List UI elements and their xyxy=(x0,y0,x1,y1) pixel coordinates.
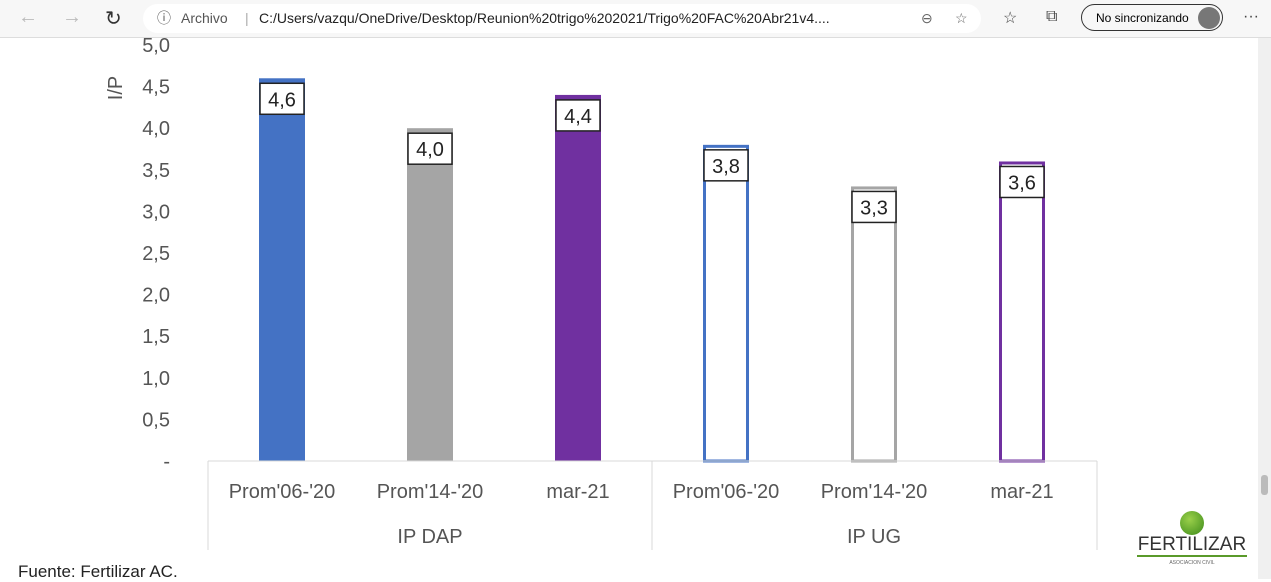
data-label-box xyxy=(999,165,1045,199)
forward-icon[interactable]: → xyxy=(62,6,82,28)
url-text: C:/Users/vazqu/OneDrive/Desktop/Reunion%… xyxy=(259,10,830,26)
data-label: 3,8 xyxy=(712,156,740,178)
divider: | xyxy=(245,10,249,26)
info-icon: ⓘ xyxy=(157,10,171,26)
category-label: mar-21 xyxy=(546,481,609,503)
bar xyxy=(851,186,897,463)
more-icon[interactable]: ··· xyxy=(1243,8,1259,25)
bar xyxy=(259,78,305,461)
fertilizar-logo: FERTILIZAR ASOCIACION CIVIL xyxy=(1137,511,1247,566)
y-tick-label: 2,5 xyxy=(142,243,170,265)
data-label: 4,0 xyxy=(416,139,444,161)
data-label: 4,6 xyxy=(268,89,296,111)
y-axis-label: I/P xyxy=(105,76,127,100)
data-label-box xyxy=(555,99,601,132)
category-label: Prom'06-'20 xyxy=(673,481,780,503)
y-tick-label: 4,5 xyxy=(142,77,170,99)
group-label: IP DAP xyxy=(397,526,462,548)
y-tick-label: 0,5 xyxy=(142,409,170,431)
y-tick-label: 1,5 xyxy=(142,326,170,348)
y-tick-label: 5,0 xyxy=(142,38,170,57)
data-label-box xyxy=(259,82,305,116)
back-icon[interactable]: ← xyxy=(18,6,38,28)
data-label: 3,3 xyxy=(860,197,888,219)
data-label-box xyxy=(851,190,897,224)
logo-text: FERTILIZAR xyxy=(1137,534,1247,557)
avatar xyxy=(1198,7,1220,29)
logo-ball-icon xyxy=(1180,511,1204,535)
data-label-box xyxy=(407,132,453,165)
y-tick-label: 3,5 xyxy=(142,160,170,182)
favorite-add-icon[interactable]: ☆ xyxy=(955,10,968,26)
chart: - 0,5 1,0 1,5 2,0 2,5 3,0 3,5 4,0 4,5 5,0 I/P 4,6 Pro… xyxy=(105,38,1098,550)
y-tick-label: 2,0 xyxy=(142,285,170,307)
scrollbar-thumb[interactable] xyxy=(1261,475,1268,495)
y-tick-label: 4,0 xyxy=(142,118,170,140)
scrollbar[interactable] xyxy=(1258,38,1271,579)
sync-label: No sincronizando xyxy=(1096,11,1189,25)
group-label: IP UG xyxy=(847,526,901,548)
logo-subtext: ASOCIACION CIVIL xyxy=(1169,560,1215,566)
refresh-icon[interactable]: ↻ xyxy=(105,8,122,30)
category-label: mar-21 xyxy=(990,481,1053,503)
category-label: Prom'14-'20 xyxy=(821,481,928,503)
collections-icon[interactable]: ⧉ xyxy=(1046,8,1058,25)
bar xyxy=(703,144,749,463)
y-tick-label: - xyxy=(163,451,170,473)
bar xyxy=(407,128,453,461)
browser-toolbar: ← → ↻ ⓘ Archivo | C:/Users/vazqu/OneDriv… xyxy=(0,0,1271,38)
data-label: 3,6 xyxy=(1008,172,1036,194)
category-label: Prom'14-'20 xyxy=(377,481,484,503)
profile-button[interactable]: No sincronizando xyxy=(1081,4,1223,31)
favorites-icon[interactable]: ☆ xyxy=(1003,10,1018,27)
bar xyxy=(555,94,601,462)
address-prefix: Archivo xyxy=(181,10,228,26)
bar xyxy=(999,161,1045,463)
source-note: Fuente: Fertilizar AC. xyxy=(18,562,178,581)
y-tick-label: 1,0 xyxy=(142,368,170,390)
data-label: 4,4 xyxy=(564,106,592,128)
category-label: Prom'06-'20 xyxy=(229,481,336,503)
data-label-box xyxy=(703,149,749,182)
zoom-icon[interactable]: ⊖ xyxy=(921,10,933,26)
address-bar[interactable]: ⓘ Archivo | C:/Users/vazqu/OneDrive/Desk… xyxy=(143,4,981,33)
y-tick-label: 3,0 xyxy=(142,201,170,223)
